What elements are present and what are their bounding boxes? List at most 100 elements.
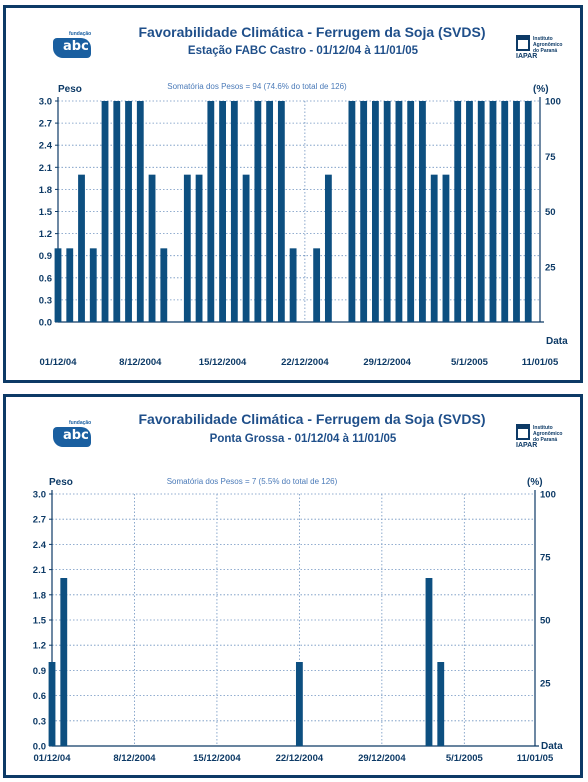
- y-tick-label: 2.7: [33, 515, 46, 526]
- bar-16/12: [230, 101, 238, 322]
- iapar-logo: Instituto Agronômico do Paraná IAPAR: [516, 424, 574, 460]
- bar-31/12: [407, 101, 415, 322]
- x-tick-label: 5/1/2005: [446, 753, 484, 764]
- y-axis-label: Peso: [49, 477, 73, 488]
- y-tick-label: 2.4: [33, 540, 47, 551]
- x-tick-label: 11/01/05: [522, 357, 559, 368]
- iapar-brand: IAPAR: [516, 53, 538, 60]
- y-tick-label: 1.2: [39, 229, 52, 240]
- bar-03/01: [437, 662, 445, 746]
- y2-tick-label: 25: [540, 679, 551, 690]
- y2-tick-label: 50: [540, 616, 551, 627]
- bar-04/01: [454, 101, 462, 322]
- x-tick-label: 15/12/2004: [199, 357, 247, 368]
- logo-small-text: fundação: [69, 31, 92, 37]
- x-tick-label: 29/12/2004: [363, 357, 411, 368]
- bar-02/01: [430, 174, 438, 322]
- bar-01/12: [54, 248, 62, 322]
- y2-ticks: 25 50 75 100: [545, 97, 561, 274]
- x-tick-label: 22/12/2004: [276, 753, 324, 764]
- bar-03/12: [78, 174, 85, 322]
- y2-tick-label: 75: [540, 553, 551, 564]
- bars: [48, 578, 445, 746]
- y-tick-label: 0.3: [39, 295, 52, 306]
- bar-08/01: [501, 101, 509, 322]
- y-tick-label: 0.0: [39, 318, 52, 329]
- bars: [54, 101, 532, 322]
- bar-07/12: [125, 101, 132, 322]
- bar-17/12: [242, 174, 250, 322]
- y2-axis-label: (%): [527, 477, 543, 488]
- bar-19/12: [266, 101, 274, 322]
- y2-tick-label: 50: [545, 207, 556, 218]
- bar-21/12: [289, 248, 297, 322]
- y-ticks: 0.0 0.3 0.6 0.9 1.2 1.5 1.8 2.1 2.4 2.7 3.0: [39, 97, 53, 329]
- y-tick-label: 0.9: [33, 666, 46, 677]
- x-ticks: 01/12/04 8/12/2004 15/12/2004 22/12/2004 29/…: [34, 753, 554, 764]
- bar-30/12: [395, 101, 403, 322]
- y2-axis-label: (%): [533, 84, 549, 95]
- bar-09/12: [148, 174, 156, 322]
- x-tick-label: 11/01/05: [517, 753, 554, 764]
- y-tick-label: 1.8: [33, 590, 46, 601]
- abc-logo-shape: [53, 427, 91, 447]
- chart-subtitle: Ponta Grossa - 01/12/04 à 11/01/05: [210, 433, 397, 445]
- building-icon: [516, 35, 530, 51]
- bar-27/12: [360, 101, 368, 322]
- x-tick-label: 29/12/2004: [358, 753, 406, 764]
- bar-10/01: [524, 101, 532, 322]
- bar-03/01: [442, 174, 450, 322]
- y-tick-label: 1.5: [39, 207, 53, 218]
- chart-ponta-grossa: Favorabilidade Climática - Ferrugem da S…: [33, 411, 563, 764]
- y-tick-label: 2.7: [39, 119, 52, 130]
- y-tick-label: 0.6: [39, 273, 52, 284]
- x-tick-label: 5/1/2005: [451, 357, 489, 368]
- y-tick-label: 0.9: [39, 251, 52, 262]
- bar-10/12: [160, 248, 168, 322]
- y-tick-label: 3.0: [39, 97, 52, 108]
- chart-panel-castro: fundação abc Instituto Agronômico do Par…: [3, 5, 583, 383]
- bar-29/12: [383, 101, 391, 322]
- fundacao-abc-logo: fundação abc: [53, 31, 97, 58]
- bar-05/01: [466, 101, 473, 322]
- y2-ticks: 25 50 75 100: [540, 490, 556, 690]
- bar-08/12: [136, 101, 144, 322]
- y-tick-label: 2.1: [39, 163, 53, 174]
- bar-07/01: [489, 101, 497, 322]
- y-tick-label: 1.8: [39, 185, 52, 196]
- y2-tick-label: 100: [540, 490, 556, 501]
- y-tick-label: 0.6: [33, 691, 46, 702]
- bar-20/12: [277, 101, 285, 322]
- x-tick-label: 8/12/2004: [113, 753, 156, 764]
- iapar-logo-text: Instituto Agronômico do Paraná: [533, 36, 563, 54]
- building-icon: [516, 424, 530, 440]
- y-tick-label: 0.3: [33, 716, 46, 727]
- grid: [49, 490, 539, 747]
- bar-12/12: [183, 174, 191, 322]
- bar-28/12: [372, 101, 379, 322]
- y-tick-label: 1.2: [33, 641, 46, 652]
- y-tick-label: 2.4: [39, 141, 53, 152]
- bar-15/12: [219, 101, 226, 322]
- chart-panel-ponta-grossa: fundação abc Instituto Agronômico do Par…: [3, 394, 583, 778]
- x-axis-end-label: Data: [541, 741, 563, 752]
- chart-title: Favorabilidade Climática - Ferrugem da S…: [139, 411, 486, 427]
- bar-02/12: [60, 578, 68, 746]
- bar-04/12: [89, 248, 97, 322]
- chart-note: Somatória dos Pesos = 94 (74.6% do total…: [167, 82, 347, 91]
- bar-06/12: [113, 101, 121, 322]
- x-axis-end-label: Data: [546, 336, 568, 347]
- bar-02/01: [425, 578, 433, 746]
- iapar-brand: IAPAR: [516, 442, 538, 449]
- y-tick-label: 3.0: [33, 490, 46, 501]
- bar-13/12: [195, 174, 203, 322]
- fundacao-abc-logo: fundação abc: [53, 420, 97, 447]
- chart-title: Favorabilidade Climática - Ferrugem da S…: [139, 24, 486, 40]
- x-tick-label: 01/12/04: [40, 357, 78, 368]
- y-ticks: 0.0 0.3 0.6 0.9 1.2 1.5 1.8 2.1 2.4 2.7 3.0: [33, 490, 47, 753]
- iapar-logo-text: Instituto Agronômico do Paraná: [533, 425, 563, 443]
- y2-tick-label: 100: [545, 97, 561, 108]
- bar-06/01: [477, 101, 485, 322]
- y2-tick-label: 75: [545, 152, 556, 163]
- bar-23/12: [313, 248, 321, 322]
